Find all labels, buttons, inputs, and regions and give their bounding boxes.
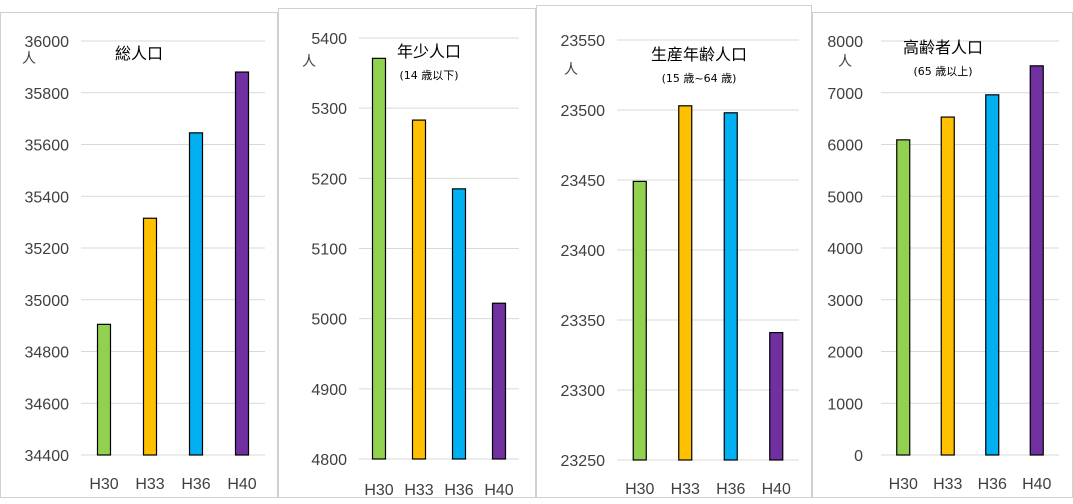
x-category-label: H30	[889, 476, 918, 493]
y-tick-label: 23300	[561, 383, 606, 400]
x-category-label: H40	[227, 476, 256, 493]
working-age-population-chart: 23250 23300 23350 23400 23450 23500 23550 人 生産年齢…	[561, 33, 799, 498]
y-tick-label: 35600	[25, 138, 70, 155]
unit-label: 人	[838, 54, 852, 70]
x-category-label: H33	[404, 482, 433, 499]
y-tick-label: 23350	[561, 313, 606, 330]
x-category-label: H36	[716, 481, 745, 498]
y-tick-label: 36000	[25, 34, 70, 51]
youth-population-chart: 4800 4900 5000 5100 5200 5300 5400 人 年少人口 (14 歳以下…	[302, 31, 519, 499]
bar-h30	[632, 180, 647, 461]
bar-h30	[371, 57, 387, 460]
y-tick-label: 23400	[561, 243, 606, 260]
y-tick-label: 4900	[311, 382, 347, 399]
y-tick-label: 34400	[25, 448, 70, 465]
x-category-label: H36	[444, 482, 473, 499]
y-tick-label: 35400	[25, 189, 70, 206]
bar-h36	[985, 94, 1000, 456]
bar-h30	[96, 323, 112, 456]
chart-title: 年少人口	[397, 42, 461, 61]
x-category-label: H33	[671, 481, 700, 498]
y-tick-label: 5400	[311, 31, 347, 48]
elderly-population-chart: 0 1000 2000 3000 4000 5000 6000 7000 8000 人 高齢者人口 (…	[827, 34, 1059, 493]
chart-panel-youth: 4800 4900 5000 5100 5200 5300 5400 人 年少人口 (14 歳以下…	[278, 8, 536, 499]
y-tick-label: 8000	[827, 34, 863, 51]
x-category-label: H36	[181, 476, 210, 493]
bar-h40	[491, 302, 507, 460]
chart-panel-elderly: 0 1000 2000 3000 4000 5000 6000 7000 8000 人 高齢者人口 (…	[812, 12, 1073, 498]
bar-h33	[940, 116, 955, 456]
unit-label: 人	[302, 54, 316, 70]
y-tick-label: 35800	[25, 86, 70, 103]
y-tick-label: 2000	[827, 345, 863, 362]
y-tick-label: 5000	[827, 189, 863, 206]
y-tick-label: 35000	[25, 293, 70, 310]
x-category-label: H40	[484, 482, 513, 499]
x-category-label: H30	[625, 481, 654, 498]
bar-h36	[451, 188, 467, 460]
y-tick-label: 6000	[827, 138, 863, 155]
y-tick-label: 3000	[827, 293, 863, 310]
chart-panel-total: 34400 34600 34800 35000 35200 35400 35600 35800…	[0, 12, 278, 498]
chart-title: 高齢者人口	[903, 38, 983, 57]
y-tick-label: 34600	[25, 396, 70, 413]
y-tick-label: 5100	[311, 242, 347, 259]
chart-subtitle: (15 歳~64 歳)	[662, 72, 737, 85]
y-tick-label: 5200	[311, 171, 347, 188]
bar-h40	[234, 71, 250, 456]
unit-label: 人	[22, 51, 36, 67]
y-tick-label: 34800	[25, 345, 70, 362]
chart-subtitle: (14 歳以下)	[399, 69, 458, 82]
y-tick-label: 23550	[561, 33, 606, 50]
chart-title: 総人口	[115, 44, 163, 63]
y-tick-label: 4000	[827, 241, 863, 258]
y-tick-label: 1000	[827, 396, 863, 413]
x-category-label: H30	[364, 482, 393, 499]
y-tick-label: 4800	[311, 452, 347, 469]
x-category-label: H36	[978, 476, 1007, 493]
bar-h33	[678, 105, 693, 461]
bar-h33	[411, 119, 427, 460]
bar-h33	[142, 217, 158, 456]
chart-subtitle: (65 歳以上)	[913, 65, 972, 78]
x-category-label: H40	[762, 481, 791, 498]
y-tick-label: 23450	[561, 173, 606, 190]
bar-h40	[769, 332, 784, 461]
bar-h36	[188, 132, 204, 456]
chart-title: 生産年齢人口	[651, 45, 747, 64]
x-category-label: H40	[1022, 476, 1051, 493]
y-tick-label: 7000	[827, 86, 863, 103]
bar-h36	[723, 112, 738, 461]
chart-panel-working-age: 23250 23300 23350 23400 23450 23500 23550 人 生産年齢…	[536, 5, 812, 498]
y-tick-label: 5000	[311, 312, 347, 329]
y-tick-label: 35200	[25, 241, 70, 258]
x-category-label: H33	[933, 476, 962, 493]
x-category-label: H30	[89, 476, 118, 493]
x-category-label: H33	[135, 476, 164, 493]
unit-label: 人	[564, 62, 578, 78]
y-tick-label: 23500	[561, 103, 606, 120]
y-tick-label: 5300	[311, 101, 347, 118]
y-tick-label: 23250	[561, 453, 606, 470]
bar-h40	[1029, 65, 1044, 456]
y-tick-label: 0	[854, 448, 863, 465]
bar-h30	[896, 139, 911, 456]
total-population-chart: 34400 34600 34800 35000 35200 35400 35600 35800…	[22, 34, 265, 493]
